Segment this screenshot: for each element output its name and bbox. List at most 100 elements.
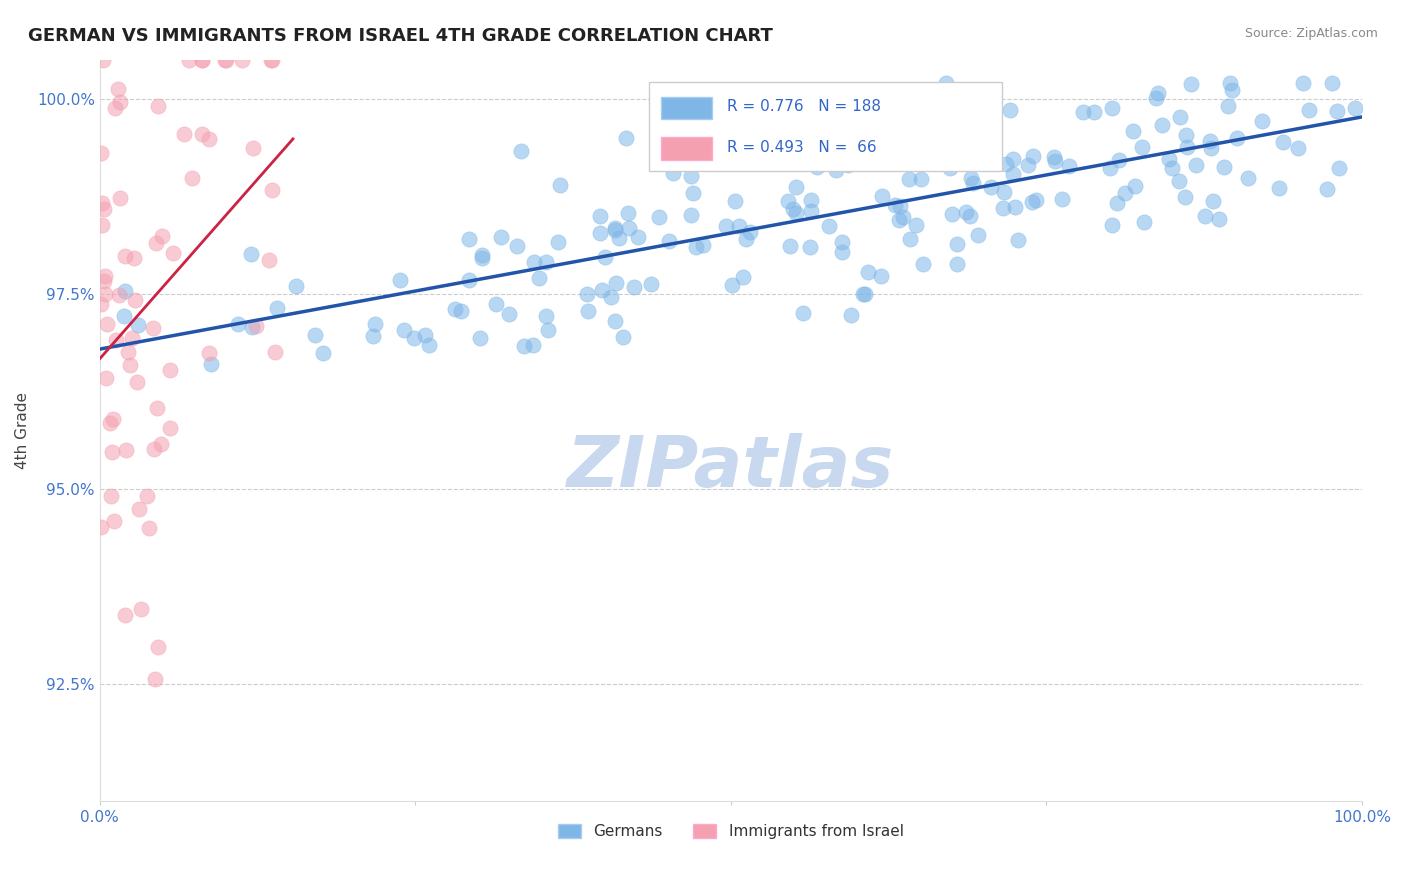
Point <box>959 210 981 224</box>
Point <box>1251 113 1274 128</box>
Point <box>733 270 755 285</box>
Point <box>1168 111 1191 125</box>
Point <box>1327 161 1350 175</box>
Point <box>1159 152 1181 166</box>
Point <box>839 308 862 322</box>
Point <box>1237 170 1260 185</box>
Point <box>785 180 807 194</box>
Point <box>90 218 112 232</box>
Point <box>450 303 472 318</box>
Point <box>605 223 627 237</box>
Point <box>138 521 160 535</box>
Point <box>935 76 957 90</box>
Point <box>389 273 412 287</box>
Point <box>112 309 135 323</box>
Point <box>991 202 1014 216</box>
Point <box>523 254 546 268</box>
Point <box>1199 140 1222 154</box>
Point <box>121 331 143 345</box>
Point <box>101 444 124 458</box>
Point <box>512 338 534 352</box>
Point <box>588 226 610 240</box>
Point <box>1344 101 1367 115</box>
Point <box>1298 103 1320 117</box>
Point <box>260 53 283 67</box>
Point <box>240 247 263 261</box>
Point <box>262 183 284 197</box>
Point <box>1320 76 1343 90</box>
Point <box>1017 158 1039 172</box>
Point <box>117 345 139 359</box>
Point <box>938 151 960 165</box>
Point <box>591 283 613 297</box>
Point <box>682 186 704 201</box>
Point <box>1219 76 1241 90</box>
Point <box>955 204 977 219</box>
Point <box>100 490 122 504</box>
Point <box>159 363 181 377</box>
Point <box>127 318 149 332</box>
Point <box>800 203 823 218</box>
Point <box>529 271 551 285</box>
Point <box>266 301 288 315</box>
Point <box>93 274 115 288</box>
Point <box>1267 180 1289 194</box>
Point <box>444 302 467 317</box>
Point <box>1050 192 1073 206</box>
Point <box>818 219 841 234</box>
Point <box>917 101 939 115</box>
Point <box>616 206 638 220</box>
Point <box>692 238 714 252</box>
Point <box>1226 131 1249 145</box>
Point <box>1216 99 1239 113</box>
Point <box>593 250 616 264</box>
Point <box>534 255 557 269</box>
Point <box>612 329 634 343</box>
Point <box>735 232 758 246</box>
Point <box>1021 149 1043 163</box>
Point <box>1144 91 1167 105</box>
Point <box>887 213 910 227</box>
Point <box>1045 154 1067 169</box>
Point <box>114 284 136 298</box>
Point <box>1002 152 1025 166</box>
Point <box>1043 151 1066 165</box>
Point <box>728 219 751 233</box>
Point <box>364 318 387 332</box>
Text: ZIPatlas: ZIPatlas <box>567 433 894 502</box>
Point <box>741 100 763 114</box>
Point <box>870 268 893 283</box>
Point <box>145 236 167 251</box>
Point <box>1025 193 1047 207</box>
Point <box>90 520 112 534</box>
Point <box>484 296 506 310</box>
Point <box>962 177 984 191</box>
Point <box>115 442 138 457</box>
Point <box>792 306 814 320</box>
Point <box>124 293 146 307</box>
Point <box>91 196 114 211</box>
Point <box>724 194 747 209</box>
Point <box>471 248 494 262</box>
Point <box>738 226 761 240</box>
Text: GERMAN VS IMMIGRANTS FROM ISRAEL 4TH GRADE CORRELATION CHART: GERMAN VS IMMIGRANTS FROM ISRAEL 4TH GRA… <box>28 27 773 45</box>
Point <box>122 252 145 266</box>
Point <box>471 251 494 265</box>
Point <box>946 236 969 251</box>
Point <box>938 161 960 175</box>
Point <box>1150 118 1173 132</box>
Point <box>679 208 702 222</box>
Point <box>506 238 529 252</box>
Point <box>966 227 988 242</box>
Point <box>214 53 236 67</box>
Point <box>547 235 569 249</box>
Point <box>114 608 136 623</box>
Point <box>1185 158 1208 172</box>
Point <box>128 502 150 516</box>
Point <box>240 320 263 334</box>
Point <box>824 162 846 177</box>
Point <box>470 331 492 345</box>
Point <box>973 148 995 162</box>
Point <box>136 489 159 503</box>
Point <box>114 249 136 263</box>
